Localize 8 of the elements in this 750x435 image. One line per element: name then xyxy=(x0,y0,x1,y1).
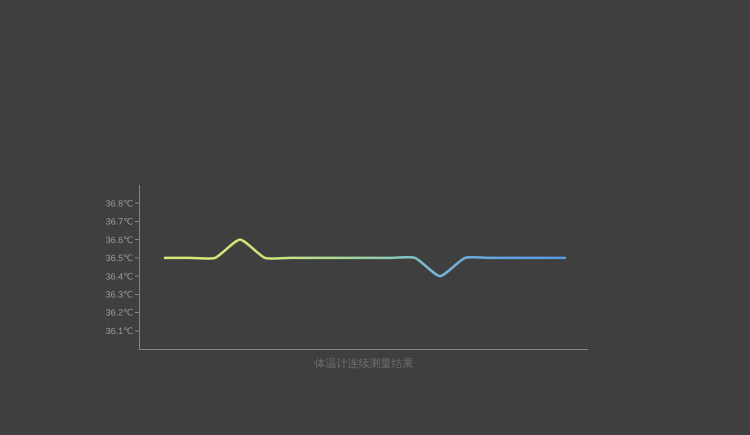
y-tick-label: 36.5℃ xyxy=(106,253,134,264)
y-tick-label: 36.4℃ xyxy=(106,271,134,282)
y-tick-label: 36.7℃ xyxy=(106,216,134,227)
y-tick-label: 36.2℃ xyxy=(106,308,134,318)
y-tick-label: 36.8℃ xyxy=(106,198,134,208)
y-tick-label: 36.6℃ xyxy=(106,234,134,245)
y-tick-label: 36.1℃ xyxy=(106,326,134,336)
y-tick-label: 36.3℃ xyxy=(106,289,134,300)
